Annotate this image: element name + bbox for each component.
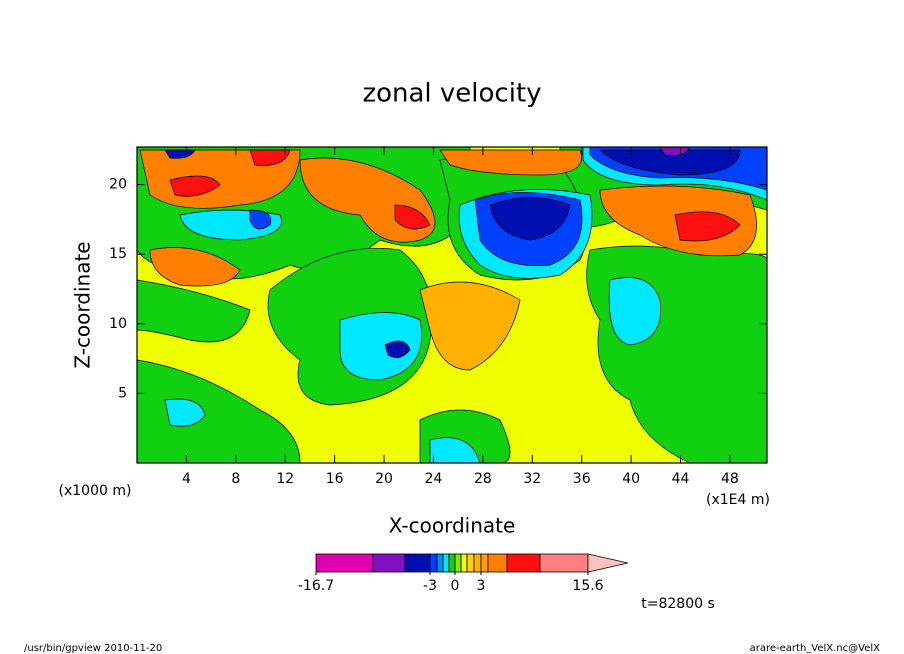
contour-region <box>137 359 301 463</box>
x-tick-label: 36 <box>573 471 591 487</box>
colorbar-segment <box>473 553 482 573</box>
y-unit-label: (x1000 m) <box>59 483 132 499</box>
contour-region <box>164 398 206 427</box>
y-tick-label: 10 <box>109 316 127 332</box>
colorbar-segment <box>429 553 438 573</box>
contour-region <box>489 197 571 241</box>
colorbar-segment <box>404 553 431 573</box>
x-tick-label: 32 <box>523 471 541 487</box>
contour-region <box>164 149 196 159</box>
chart-title: zonal velocity <box>362 79 541 109</box>
colorbar-segment <box>442 553 450 573</box>
x-tick-label: 8 <box>231 471 240 487</box>
colorbar-segment <box>506 553 541 573</box>
x-tick-label: 16 <box>326 471 344 487</box>
contour-region <box>137 279 251 343</box>
colorbar-tick-label: 3 <box>477 578 486 594</box>
colorbar-tick-label: 15.6 <box>572 578 603 594</box>
x-unit-label: (x1E4 m) <box>706 492 770 508</box>
colorbar-segment <box>539 553 589 573</box>
colorbar-segment <box>454 553 462 573</box>
y-tick-label: 5 <box>118 385 127 401</box>
contour-region <box>599 149 741 176</box>
contour-region <box>249 149 291 166</box>
x-tick-label: 12 <box>276 471 294 487</box>
colorbar-segment <box>460 553 468 573</box>
x-tick-label: 44 <box>672 471 690 487</box>
contour-region <box>149 247 241 287</box>
contour-region <box>339 312 422 381</box>
contour-region <box>674 211 741 242</box>
x-tick-label: 24 <box>425 471 443 487</box>
colorbar-tick-label: -16.7 <box>298 578 334 594</box>
contour-region <box>169 175 221 197</box>
colorbar-extend <box>587 553 629 573</box>
colorbar-segment <box>448 553 456 573</box>
y-axis-label: Z-coordinate <box>71 241 95 368</box>
colorbar-segment <box>372 553 406 573</box>
x-tick-label: 48 <box>721 471 739 487</box>
x-tick-label: 4 <box>182 471 191 487</box>
y-tick-label: 20 <box>109 177 127 193</box>
colorbar-tick-label: -3 <box>423 578 437 594</box>
x-axis-label: X-coordinate <box>389 514 516 538</box>
contour-region <box>384 340 411 358</box>
colorbar-segment <box>315 553 374 573</box>
contour-region <box>439 149 582 176</box>
plot-frame <box>136 146 768 464</box>
contour-field <box>137 147 767 463</box>
footer-right: arare-earth_VelX.nc@VelX <box>750 643 881 654</box>
colorbar-segment <box>480 553 489 573</box>
x-tick-label: 40 <box>622 471 640 487</box>
contour-region <box>249 209 272 230</box>
x-tick-label: 28 <box>474 471 492 487</box>
colorbar-segment <box>487 553 508 573</box>
y-tick-label: 15 <box>109 246 127 262</box>
contour-region <box>419 281 521 371</box>
colorbar-segment <box>436 553 444 573</box>
time-label: t=82800 s <box>641 596 715 612</box>
x-tick-label: 20 <box>375 471 393 487</box>
contour-region <box>608 277 661 346</box>
footer-left: /usr/bin/gpview 2010-11-20 <box>24 643 162 654</box>
colorbar-segment <box>466 553 475 573</box>
colorbar-tick-label: 0 <box>451 578 460 594</box>
contour-region <box>394 204 431 230</box>
